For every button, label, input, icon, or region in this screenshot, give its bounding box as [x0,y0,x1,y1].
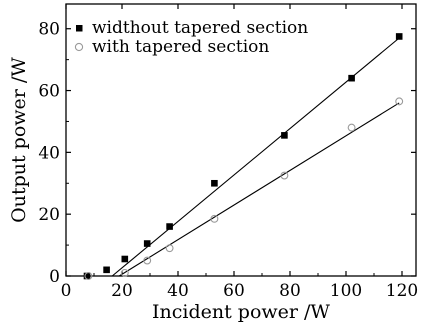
data-point-square [395,33,403,40]
data-point-square [281,132,288,139]
legend-marker-square [76,25,83,32]
legend-label-with-taper: with tapered section [92,37,269,57]
legend: widthout tapered section with tapered se… [74,18,308,57]
data-point-circle [210,214,219,223]
fit-line [111,37,400,277]
y-axis-label: Output power /W [8,57,30,223]
y-tick-label: 20 [38,205,60,225]
data-point-square [83,272,91,280]
data-point-circle [280,171,289,180]
y-tick-label: 60 [38,82,60,102]
legend-label-without-taper: widthout tapered section [92,18,308,38]
x-tick-label: 40 [167,281,189,301]
x-axis-label: Incident power /W [152,301,330,323]
y-tick-label: 40 [38,143,60,163]
data-point-square [166,223,173,230]
y-tick-label: 80 [38,20,60,40]
y-axis-ticks: 0 20 40 60 80 [38,20,416,287]
y-tick-label: 0 [49,267,60,287]
data-point-circle [347,123,356,132]
fit-line [118,102,400,277]
data-points [83,33,404,280]
legend-marker-circle [74,42,84,52]
x-axis-ticks: 0 20 40 60 80 100 120 [61,4,418,301]
x-tick-label: 20 [111,281,133,301]
data-point-circle [165,244,174,253]
fit-lines [111,37,400,277]
data-point-square [121,255,129,263]
x-tick-label: 0 [61,281,72,301]
data-point-square [211,179,218,187]
data-point-square [348,74,355,82]
x-tick-label: 60 [223,281,245,301]
x-tick-label: 120 [386,281,418,301]
data-point-circle [84,272,93,280]
data-point-circle [120,268,129,277]
x-tick-label: 80 [279,281,301,301]
plot-frame [65,3,417,277]
x-tick-label: 100 [330,281,362,301]
data-point-circle [143,256,152,265]
data-point-square [143,240,151,247]
data-point-circle [395,97,404,106]
data-point-square [103,266,110,274]
